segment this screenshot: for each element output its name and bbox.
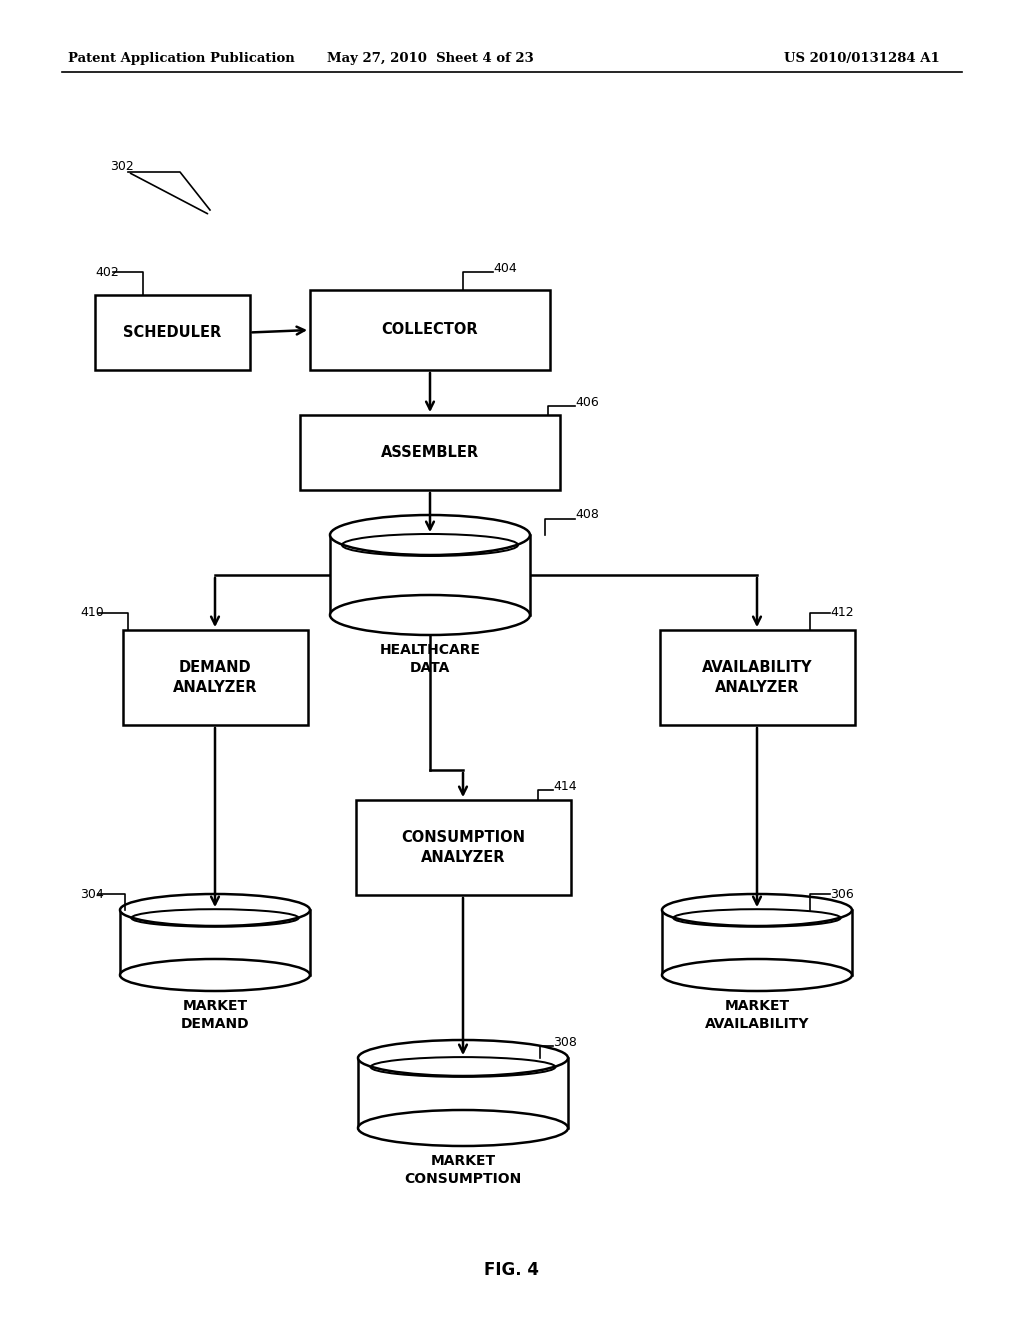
Bar: [662, 909, 852, 975]
Text: CONSUMPTION
ANALYZER: CONSUMPTION ANALYZER: [401, 830, 525, 865]
Text: 304: 304: [80, 887, 103, 900]
Text: MARKET
AVAILABILITY: MARKET AVAILABILITY: [705, 999, 809, 1031]
Text: COLLECTOR: COLLECTOR: [382, 322, 478, 338]
Bar: [355, 800, 570, 895]
Ellipse shape: [330, 515, 530, 554]
Text: 414: 414: [553, 780, 577, 792]
Text: 302: 302: [110, 160, 134, 173]
Text: 406: 406: [575, 396, 599, 408]
Text: 404: 404: [493, 261, 517, 275]
Ellipse shape: [120, 960, 310, 991]
Bar: [300, 414, 560, 490]
Text: MARKET
CONSUMPTION: MARKET CONSUMPTION: [404, 1154, 521, 1187]
Ellipse shape: [120, 894, 310, 927]
Ellipse shape: [358, 1110, 568, 1146]
Text: DEMAND
ANALYZER: DEMAND ANALYZER: [173, 660, 257, 694]
Ellipse shape: [358, 1040, 568, 1076]
Ellipse shape: [662, 960, 852, 991]
Bar: [330, 535, 530, 615]
Text: FIG. 4: FIG. 4: [484, 1261, 540, 1279]
Text: SCHEDULER: SCHEDULER: [123, 325, 221, 341]
Bar: [123, 630, 307, 725]
Text: 306: 306: [830, 887, 854, 900]
Bar: [120, 909, 310, 975]
Text: AVAILABILITY
ANALYZER: AVAILABILITY ANALYZER: [701, 660, 812, 694]
Bar: [94, 294, 250, 370]
Text: MARKET
DEMAND: MARKET DEMAND: [180, 999, 249, 1031]
Text: US 2010/0131284 A1: US 2010/0131284 A1: [784, 51, 940, 65]
Text: 410: 410: [80, 606, 103, 619]
Ellipse shape: [662, 894, 852, 927]
Ellipse shape: [330, 595, 530, 635]
Text: ASSEMBLER: ASSEMBLER: [381, 445, 479, 459]
Bar: [358, 1059, 568, 1129]
Text: 412: 412: [830, 606, 854, 619]
Text: HEALTHCARE
DATA: HEALTHCARE DATA: [380, 643, 480, 676]
Text: 408: 408: [575, 508, 599, 521]
Text: Patent Application Publication: Patent Application Publication: [68, 51, 295, 65]
Text: 402: 402: [95, 265, 119, 279]
Bar: [310, 290, 550, 370]
Bar: [659, 630, 854, 725]
Text: 308: 308: [553, 1035, 577, 1048]
Text: May 27, 2010  Sheet 4 of 23: May 27, 2010 Sheet 4 of 23: [327, 51, 534, 65]
